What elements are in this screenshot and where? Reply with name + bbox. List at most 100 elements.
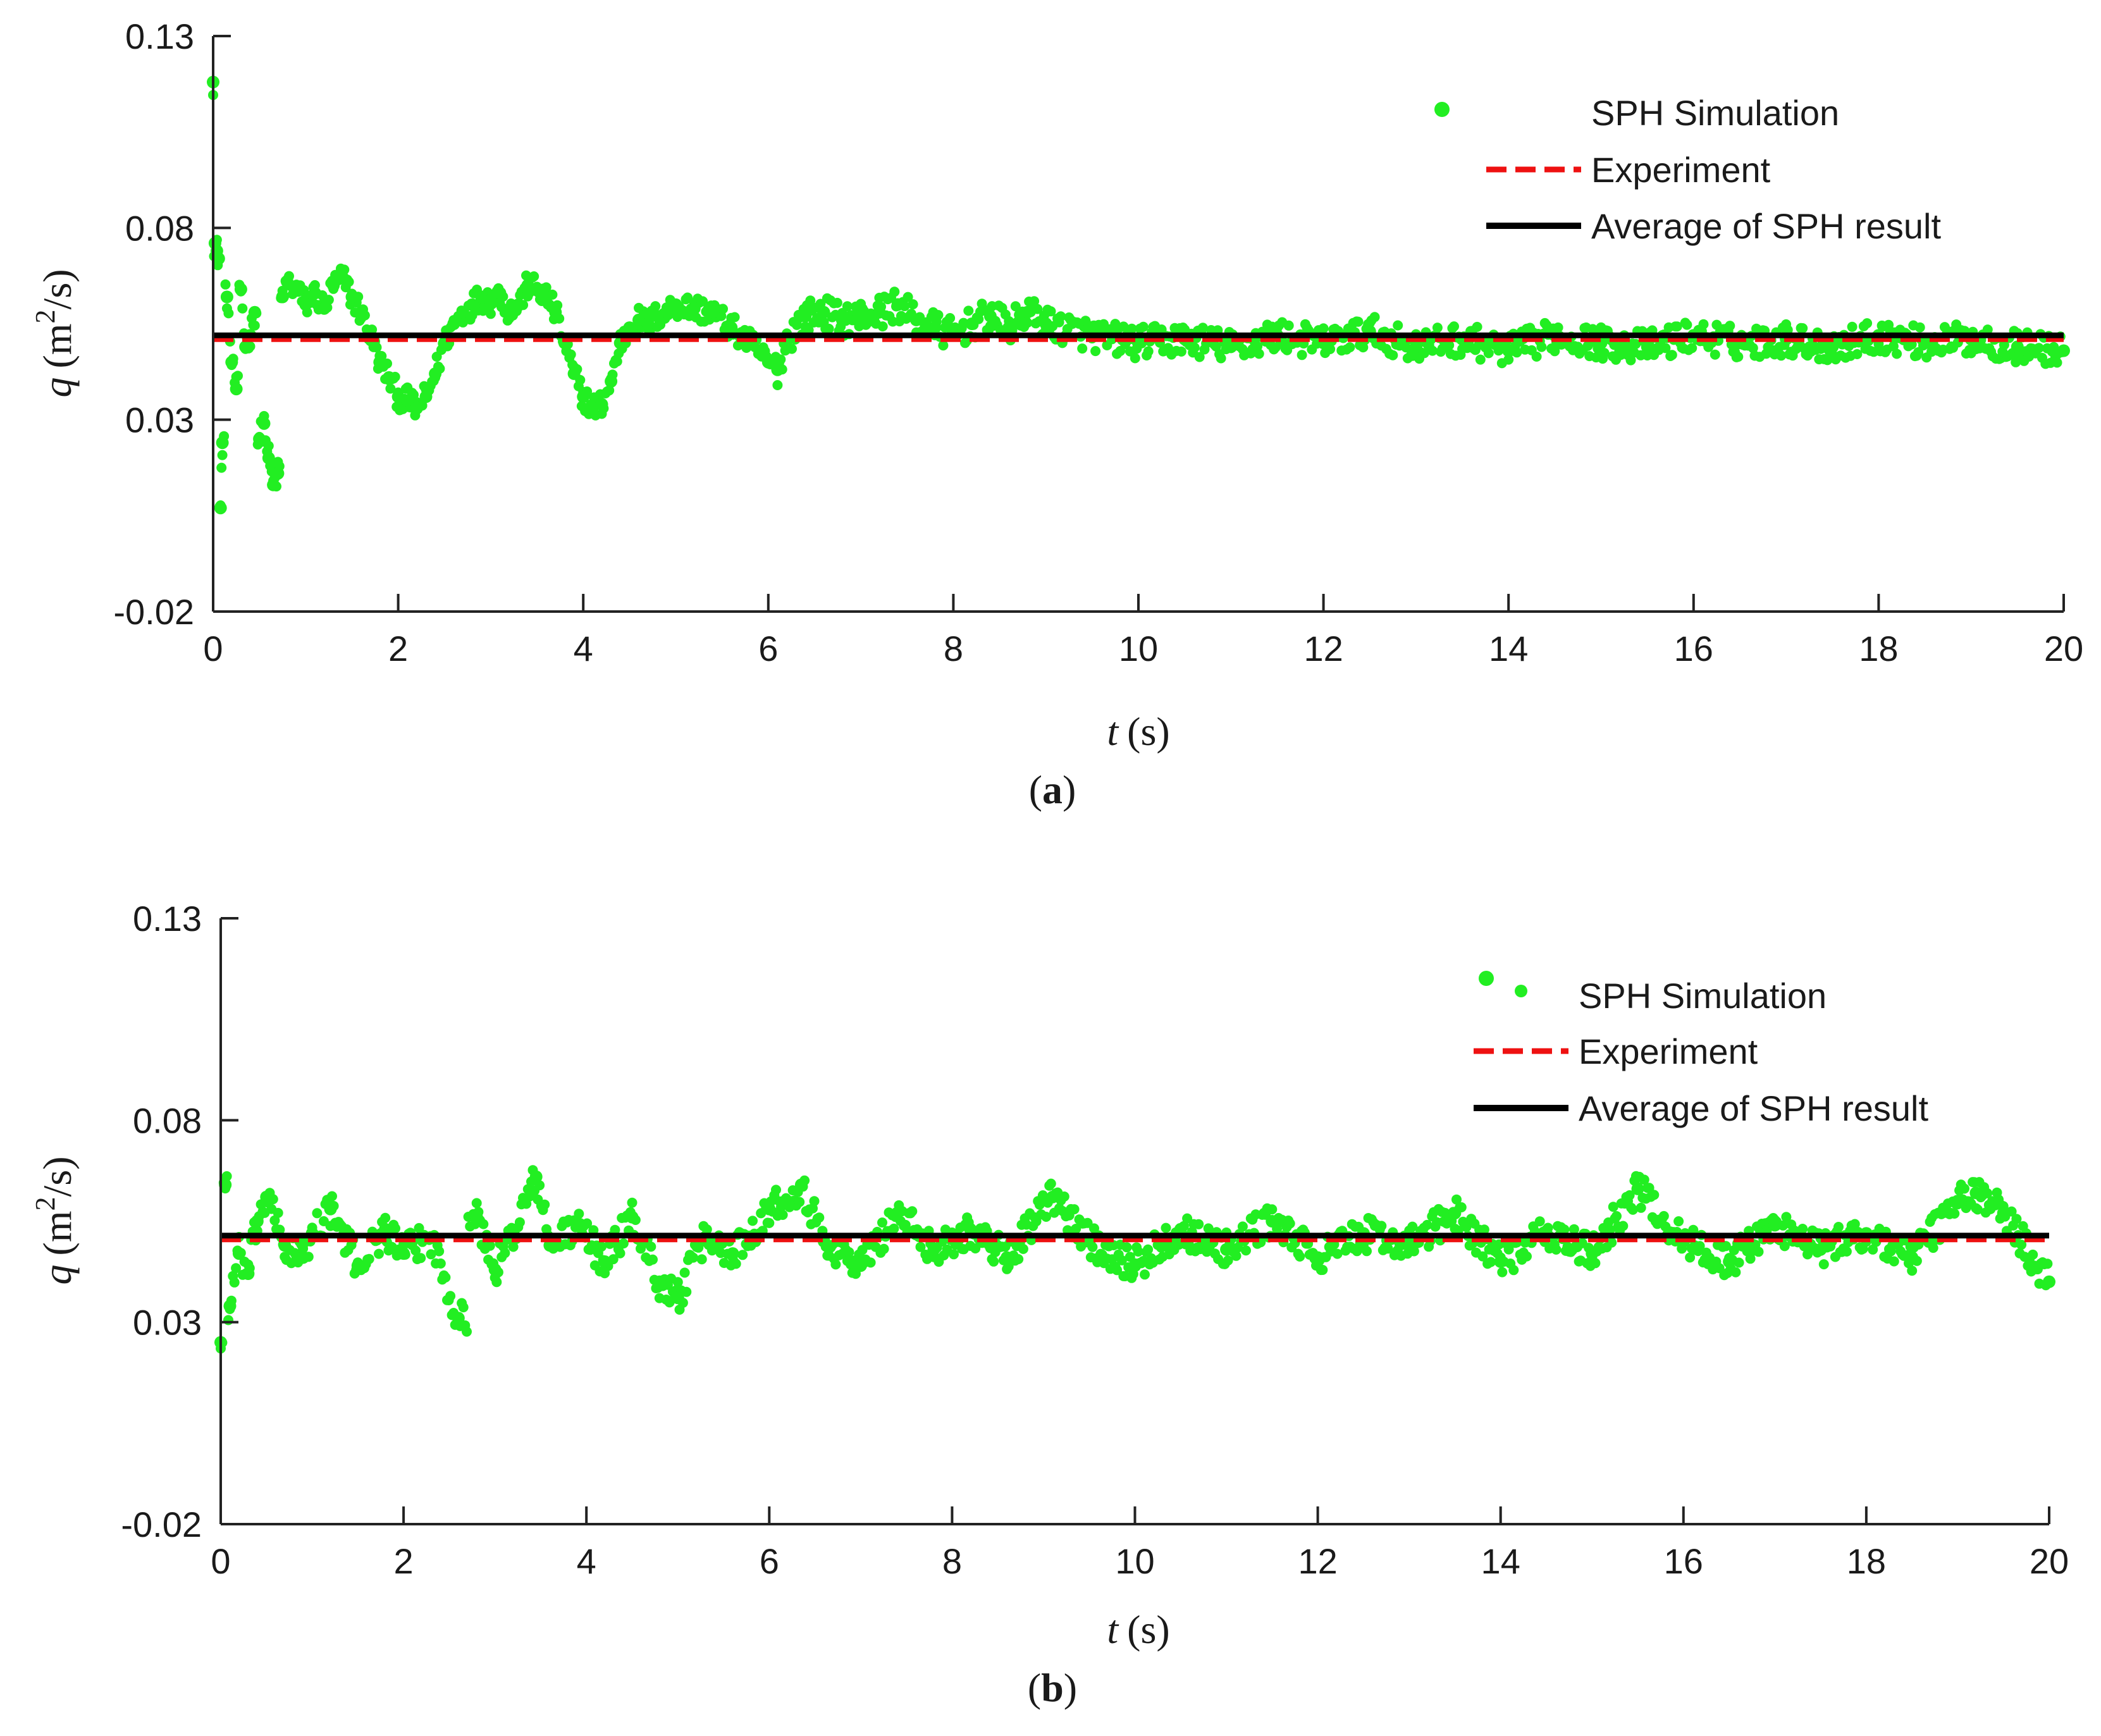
- panel-a-sph-point: [835, 313, 849, 326]
- panel-a-sph-point: [484, 294, 497, 307]
- panel-a-sph-point: [983, 309, 997, 323]
- panel-b-sph-point: [672, 1277, 683, 1288]
- panel-a-sph-point: [623, 321, 636, 335]
- panel-b-sph-point: [878, 1243, 889, 1254]
- panel-a-sph-point: [1733, 352, 1744, 362]
- panel-b-sph-point: [1841, 1246, 1852, 1257]
- panel-a-sph-point: [541, 282, 551, 293]
- panel-a-sph-point: [1189, 342, 1200, 353]
- panel-a-sph-point: [854, 309, 868, 323]
- panel-a-sph-point: [1409, 340, 1422, 354]
- panel-b-sph-point: [1013, 1254, 1024, 1264]
- panel-a-x-tick-label: 8: [944, 629, 963, 668]
- panel-a-sph-point: [373, 355, 386, 369]
- panel-b-x-tick-label: 4: [577, 1541, 596, 1581]
- panel-b-sph-point: [1001, 1251, 1014, 1264]
- panel-a-x-tick-label: 0: [203, 629, 223, 668]
- panel-b-sph-point: [610, 1224, 620, 1235]
- panel-a-sph-point: [1531, 351, 1542, 362]
- panel-b-sph-point: [1723, 1255, 1736, 1268]
- panel-a-sph-point: [1369, 312, 1380, 323]
- panel-b-sph-point: [452, 1312, 465, 1325]
- panel-a-sph-point: [299, 298, 312, 311]
- panel-b-sph-point: [646, 1241, 656, 1252]
- panel-b-sph-point: [1818, 1259, 1829, 1270]
- panel-a-sph-point: [1077, 343, 1088, 354]
- panel-a-x-tick-label: 16: [1674, 629, 1713, 668]
- panel-b-sph-point: [2042, 1259, 2053, 1269]
- panel-b-sph-point: [1590, 1258, 1601, 1269]
- panel-a-sph-point: [230, 383, 243, 396]
- panel-a-sph-point: [1444, 340, 1455, 350]
- panel-a-sph-point: [281, 275, 293, 288]
- panel-b-sph-point: [374, 1248, 384, 1259]
- panel-a-sph-point: [1710, 349, 1720, 360]
- panel-a-sph-point: [2033, 343, 2044, 354]
- panel-b-sph-point: [1631, 1182, 1644, 1195]
- panel-a-sph-point: [355, 305, 368, 319]
- panel-a-sph-point: [1211, 341, 1221, 352]
- panel-b-sph-point: [543, 1239, 557, 1252]
- panel-b-sph-point: [598, 1255, 612, 1268]
- panel-a-sph-point: [775, 354, 786, 365]
- panel-a-sph-point: [447, 317, 460, 330]
- panel-b-sph-point: [2043, 1275, 2055, 1288]
- panel-b-sph-point: [231, 1263, 242, 1274]
- panel-b-sph-point: [242, 1267, 255, 1280]
- panel-b-sph-point: [889, 1223, 899, 1234]
- panel-b-y-axis-var: q: [35, 1265, 80, 1285]
- panel-b-sph-point: [1422, 1219, 1432, 1230]
- panel-b-legend-experiment: Experiment: [1579, 1031, 1758, 1071]
- panel-b-sph-point: [1121, 1242, 1132, 1253]
- panel-b-sph-point: [1673, 1216, 1684, 1227]
- panel-a-sph-point: [1672, 321, 1682, 332]
- panel-b-sph-point: [1627, 1204, 1638, 1215]
- panel-b-label-close: ): [1064, 1665, 1077, 1710]
- panel-b-y-axis-label: q (m2/s): [30, 1156, 80, 1284]
- panel-a-sph-point: [908, 299, 918, 310]
- panel-b-sph-point: [2011, 1214, 2022, 1224]
- panel-b-sph-point: [1193, 1219, 1204, 1229]
- panel-b-sph-point: [1969, 1186, 1983, 1200]
- panel-a-sph-point: [1914, 322, 1925, 333]
- panel-b-sph-point: [260, 1190, 273, 1204]
- panel-b-sph-point: [1223, 1255, 1233, 1266]
- panel-b-sph-point: [777, 1210, 788, 1220]
- panel-b-sph-point: [1907, 1265, 1918, 1276]
- panel-b-sph-point: [927, 1243, 940, 1256]
- panel-a-sph-point: [225, 355, 238, 369]
- panel-b-sph-point: [324, 1202, 337, 1216]
- panel-b-x-tick-label: 10: [1115, 1541, 1154, 1581]
- panel-b-sph-point: [1477, 1251, 1488, 1262]
- panel-a-sph-point: [1130, 353, 1140, 364]
- panel-b-sph-point: [1018, 1243, 1028, 1254]
- panel-a-sph-point: [1641, 340, 1654, 354]
- panel-a-y-axis-var: q: [35, 378, 80, 398]
- panel-a-sph-point: [1483, 348, 1494, 359]
- panel-a-x-ticks: 0 2 4 6 8 10 12 14 16 18 20: [203, 594, 2083, 668]
- panel-b-sph-point: [809, 1196, 820, 1207]
- panel-b-sph-point: [1161, 1222, 1171, 1233]
- panel-a-sph-point: [549, 305, 562, 319]
- panel-a-sph-point: [903, 292, 913, 302]
- panel-a-sph-point: [234, 283, 247, 296]
- panel-b-x-tick-label: 20: [2030, 1541, 2069, 1581]
- panel-a-sph-point: [1045, 306, 1056, 317]
- panel-a-sph-point: [698, 296, 708, 307]
- panel-a-sph-point: [2052, 357, 2062, 368]
- panel-a-sph-point: [771, 363, 784, 376]
- panel-a-sph-point: [276, 290, 289, 304]
- panel-a-x-tick-label: 20: [2044, 629, 2083, 668]
- panel-a-sph-point: [1029, 296, 1040, 307]
- panel-b-sph-point: [462, 1326, 472, 1337]
- panel-a-sph-point: [1138, 321, 1149, 332]
- panel-a-sph-point: [220, 290, 233, 304]
- panel-a-y-tick-label: 0.13: [125, 16, 194, 56]
- panel-b-sph-point: [794, 1178, 808, 1191]
- panel-a-sph-point: [248, 305, 261, 319]
- panel-b-sph-point: [814, 1212, 825, 1223]
- panel-b-sph-point: [1448, 1207, 1462, 1220]
- panel-a-sph-point: [1536, 342, 1547, 352]
- panel-a-x-tick-label: 2: [388, 629, 408, 668]
- panel-b-sph-point: [1833, 1222, 1844, 1232]
